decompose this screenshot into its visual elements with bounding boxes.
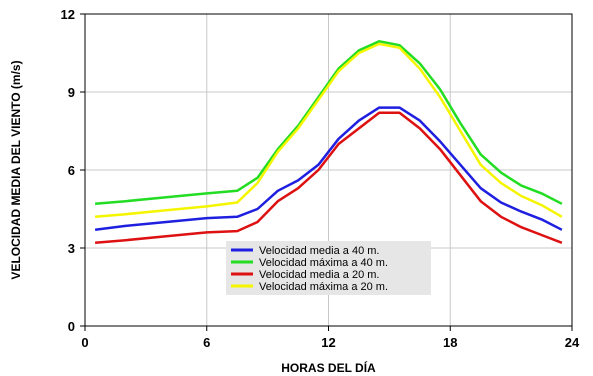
y-tick-label: 0: [68, 319, 75, 334]
y-tick-label: 12: [61, 7, 75, 22]
series-line-4: [94, 42, 563, 219]
y-tick-label: 6: [68, 163, 75, 178]
series-line-3: [94, 111, 563, 245]
legend-label: Velocidad máxima a 20 m.: [259, 281, 388, 293]
series-line-1: [94, 106, 563, 232]
x-tick-label: 12: [321, 335, 335, 350]
x-tick-label: 6: [203, 335, 210, 350]
x-tick-label: 0: [81, 335, 88, 350]
axis-ticks: 0 6 12 18 24 0 3 6 9 12: [61, 7, 580, 350]
x-tick-label: 24: [565, 335, 580, 350]
legend-label: Velocidad media a 40 m.: [259, 245, 379, 257]
x-tick-label: 18: [443, 335, 457, 350]
series-line-2: [94, 40, 563, 206]
y-tick-label: 9: [68, 85, 75, 100]
y-tick-label: 3: [68, 241, 75, 256]
legend: Velocidad media a 40 m.Velocidad máxima …: [226, 241, 431, 295]
y-axis-title: VELOCIDAD MEDIA DEL VIENTO (m/s): [9, 60, 23, 279]
legend-label: Velocidad media a 20 m.: [259, 269, 379, 281]
x-axis-title: HORAS DEL DÍA: [281, 360, 376, 375]
legend-label: Velocidad máxima a 40 m.: [259, 257, 388, 269]
legend-box: [226, 241, 431, 295]
series-lines: [94, 40, 563, 245]
